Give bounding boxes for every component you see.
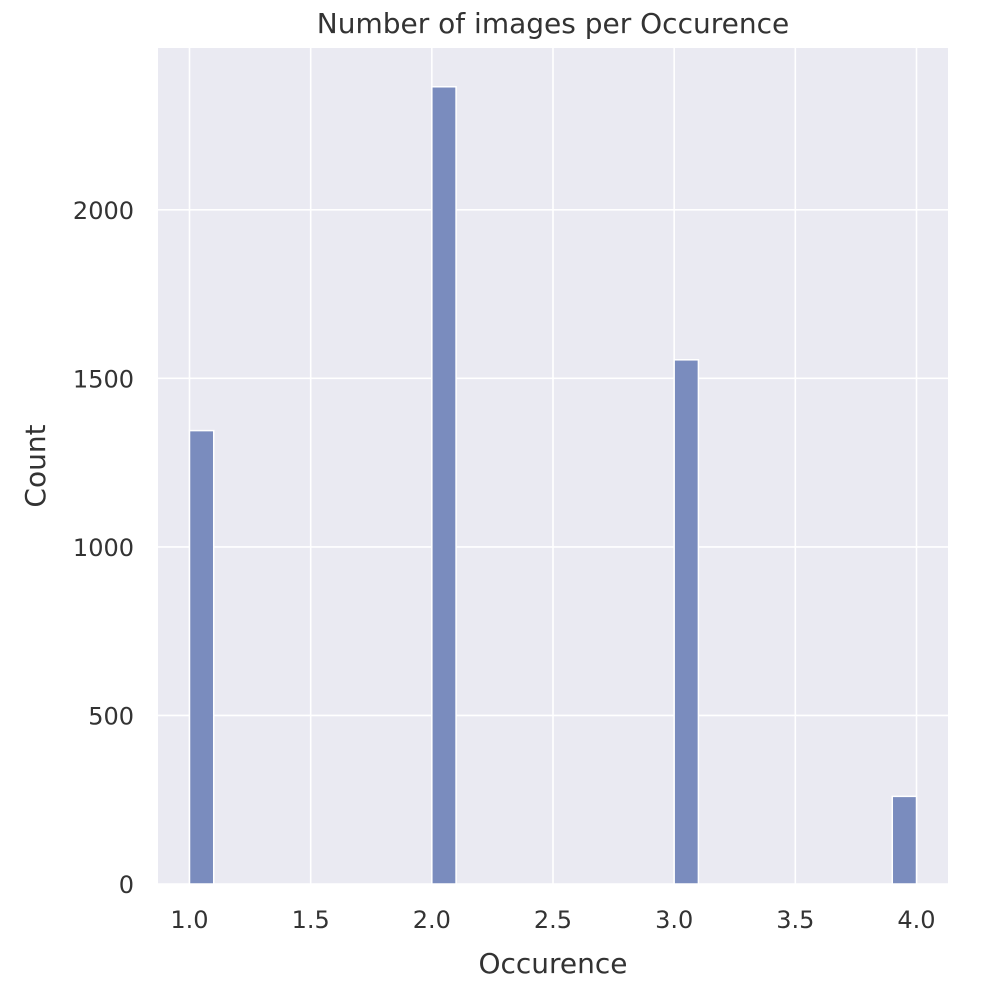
x-tick-label: 1.5 <box>292 906 330 934</box>
x-tick-label: 2.5 <box>534 906 572 934</box>
x-tick-label: 1.0 <box>170 906 208 934</box>
x-tick-label: 2.0 <box>413 906 451 934</box>
y-tick-label: 500 <box>88 702 134 730</box>
y-tick-label: 0 <box>119 871 134 899</box>
histogram-bar <box>891 795 918 885</box>
x-axis-title: Occurence <box>478 947 627 980</box>
y-tick-label: 1500 <box>73 365 134 393</box>
y-axis-title: Count <box>19 424 52 507</box>
x-tick-labels: 1.0 1.5 2.0 2.5 3.0 3.5 4.0 <box>170 906 935 934</box>
bars <box>188 86 918 885</box>
histogram-bar <box>188 429 215 885</box>
y-tick-label: 1000 <box>73 534 134 562</box>
x-tick-label: 4.0 <box>897 906 935 934</box>
y-tick-label: 2000 <box>73 197 134 225</box>
x-tick-label: 3.0 <box>655 906 693 934</box>
chart-title: Number of images per Occurence <box>317 7 789 40</box>
y-tick-labels: 0 500 1000 1500 2000 <box>73 197 134 899</box>
x-tick-label: 3.5 <box>776 906 814 934</box>
histogram-bar <box>673 359 700 885</box>
histogram-bar <box>431 86 457 885</box>
